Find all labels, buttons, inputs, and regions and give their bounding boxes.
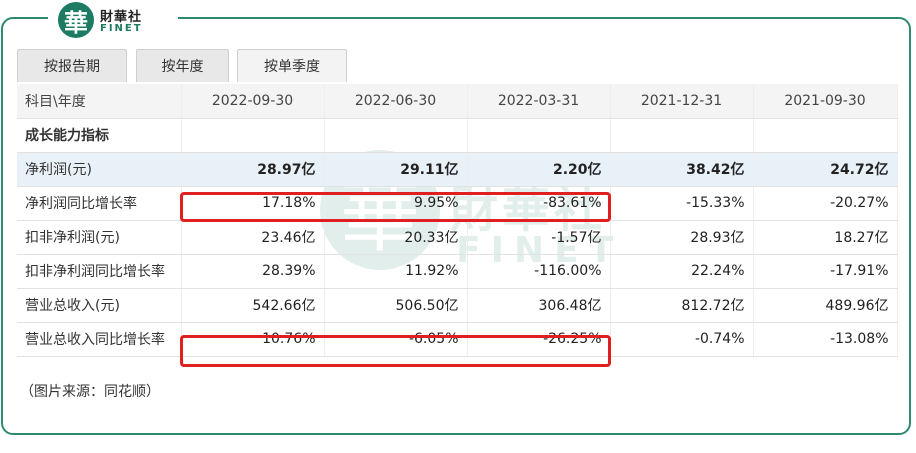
- tab-by-report-period[interactable]: 按报告期: [17, 49, 127, 82]
- row-label: 净利润(元): [17, 152, 182, 187]
- logo-name-en: FINET: [100, 23, 143, 34]
- table-cell: 506.50亿: [324, 288, 468, 323]
- logo-mark-icon: 華: [58, 2, 94, 38]
- header-cell: 科目\年度: [17, 84, 182, 119]
- table-cell: 28.39%: [181, 254, 325, 289]
- table-row: 营业总收入同比增长率 10.76% -6.05% -26.25% -0.74% …: [17, 322, 898, 357]
- header-cell[interactable]: 2022-09-30: [181, 84, 325, 119]
- header-cell[interactable]: 2022-03-31: [467, 84, 611, 119]
- table-cell: 23.46亿: [181, 220, 325, 255]
- table-cell: 18.27亿: [753, 220, 898, 255]
- tab-by-quarter[interactable]: 按单季度: [237, 49, 347, 82]
- row-label: 营业总收入(元): [17, 288, 182, 323]
- table-cell: 28.97亿: [181, 152, 325, 187]
- table-cell: 22.24%: [610, 254, 754, 289]
- table-cell: 9.95%: [324, 186, 468, 221]
- highlight-box-revenue-growth: [180, 335, 611, 367]
- header-cell[interactable]: 2022-06-30: [324, 84, 468, 119]
- table-cell: 24.72亿: [753, 152, 898, 187]
- row-label: 扣非净利润(元): [17, 220, 182, 255]
- table-cell: -116.00%: [467, 254, 611, 289]
- section-title: 成长能力指标: [17, 118, 182, 153]
- table-cell: -20.27%: [753, 186, 898, 221]
- table-row: 净利润(元) 28.97亿 29.11亿 2.20亿 38.42亿 24.72亿: [17, 152, 898, 187]
- table-cell: -17.91%: [753, 254, 898, 289]
- finet-logo: 華 財華社 FINET: [48, 0, 178, 40]
- table-cell: 542.66亿: [181, 288, 325, 323]
- logo-name-cn: 財華社: [100, 10, 143, 25]
- section-row: 成长能力指标: [17, 118, 898, 153]
- highlight-box-net-profit-growth: [180, 192, 611, 222]
- table-cell: 20.33亿: [324, 220, 468, 255]
- row-label: 净利润同比增长率: [17, 186, 182, 221]
- table-cell: -0.74%: [610, 322, 754, 357]
- tab-by-year[interactable]: 按年度: [136, 49, 229, 82]
- table-row: 扣非净利润同比增长率 28.39% 11.92% -116.00% 22.24%…: [17, 254, 898, 289]
- table-cell: 38.42亿: [610, 152, 754, 187]
- table-row: 营业总收入(元) 542.66亿 506.50亿 306.48亿 812.72亿…: [17, 288, 898, 323]
- table-cell: 489.96亿: [753, 288, 898, 323]
- table-row: 净利润同比增长率 17.18% 9.95% -83.61% -15.33% -2…: [17, 186, 898, 221]
- table-cell: -15.33%: [610, 186, 754, 221]
- table-cell: 812.72亿: [610, 288, 754, 323]
- header-cell[interactable]: 2021-12-31: [610, 84, 754, 119]
- table-cell: 28.93亿: [610, 220, 754, 255]
- table-cell: -1.57亿: [467, 220, 611, 255]
- table-cell: 11.92%: [324, 254, 468, 289]
- header-cell[interactable]: 2021-09-30: [753, 84, 898, 119]
- table-cell: 306.48亿: [467, 288, 611, 323]
- table-cell: -13.08%: [753, 322, 898, 357]
- row-label: 营业总收入同比增长率: [17, 322, 182, 357]
- table-cell: 29.11亿: [324, 152, 468, 187]
- table-header-row: 科目\年度 2022-09-30 2022-06-30 2022-03-31 2…: [17, 84, 898, 119]
- row-label: 扣非净利润同比增长率: [17, 254, 182, 289]
- table-cell: 2.20亿: [467, 152, 611, 187]
- image-source-note: （图片来源：同花顺）: [20, 384, 160, 400]
- growth-indicator-table: 科目\年度 2022-09-30 2022-06-30 2022-03-31 2…: [17, 84, 898, 357]
- table-row: 扣非净利润(元) 23.46亿 20.33亿 -1.57亿 28.93亿 18.…: [17, 220, 898, 255]
